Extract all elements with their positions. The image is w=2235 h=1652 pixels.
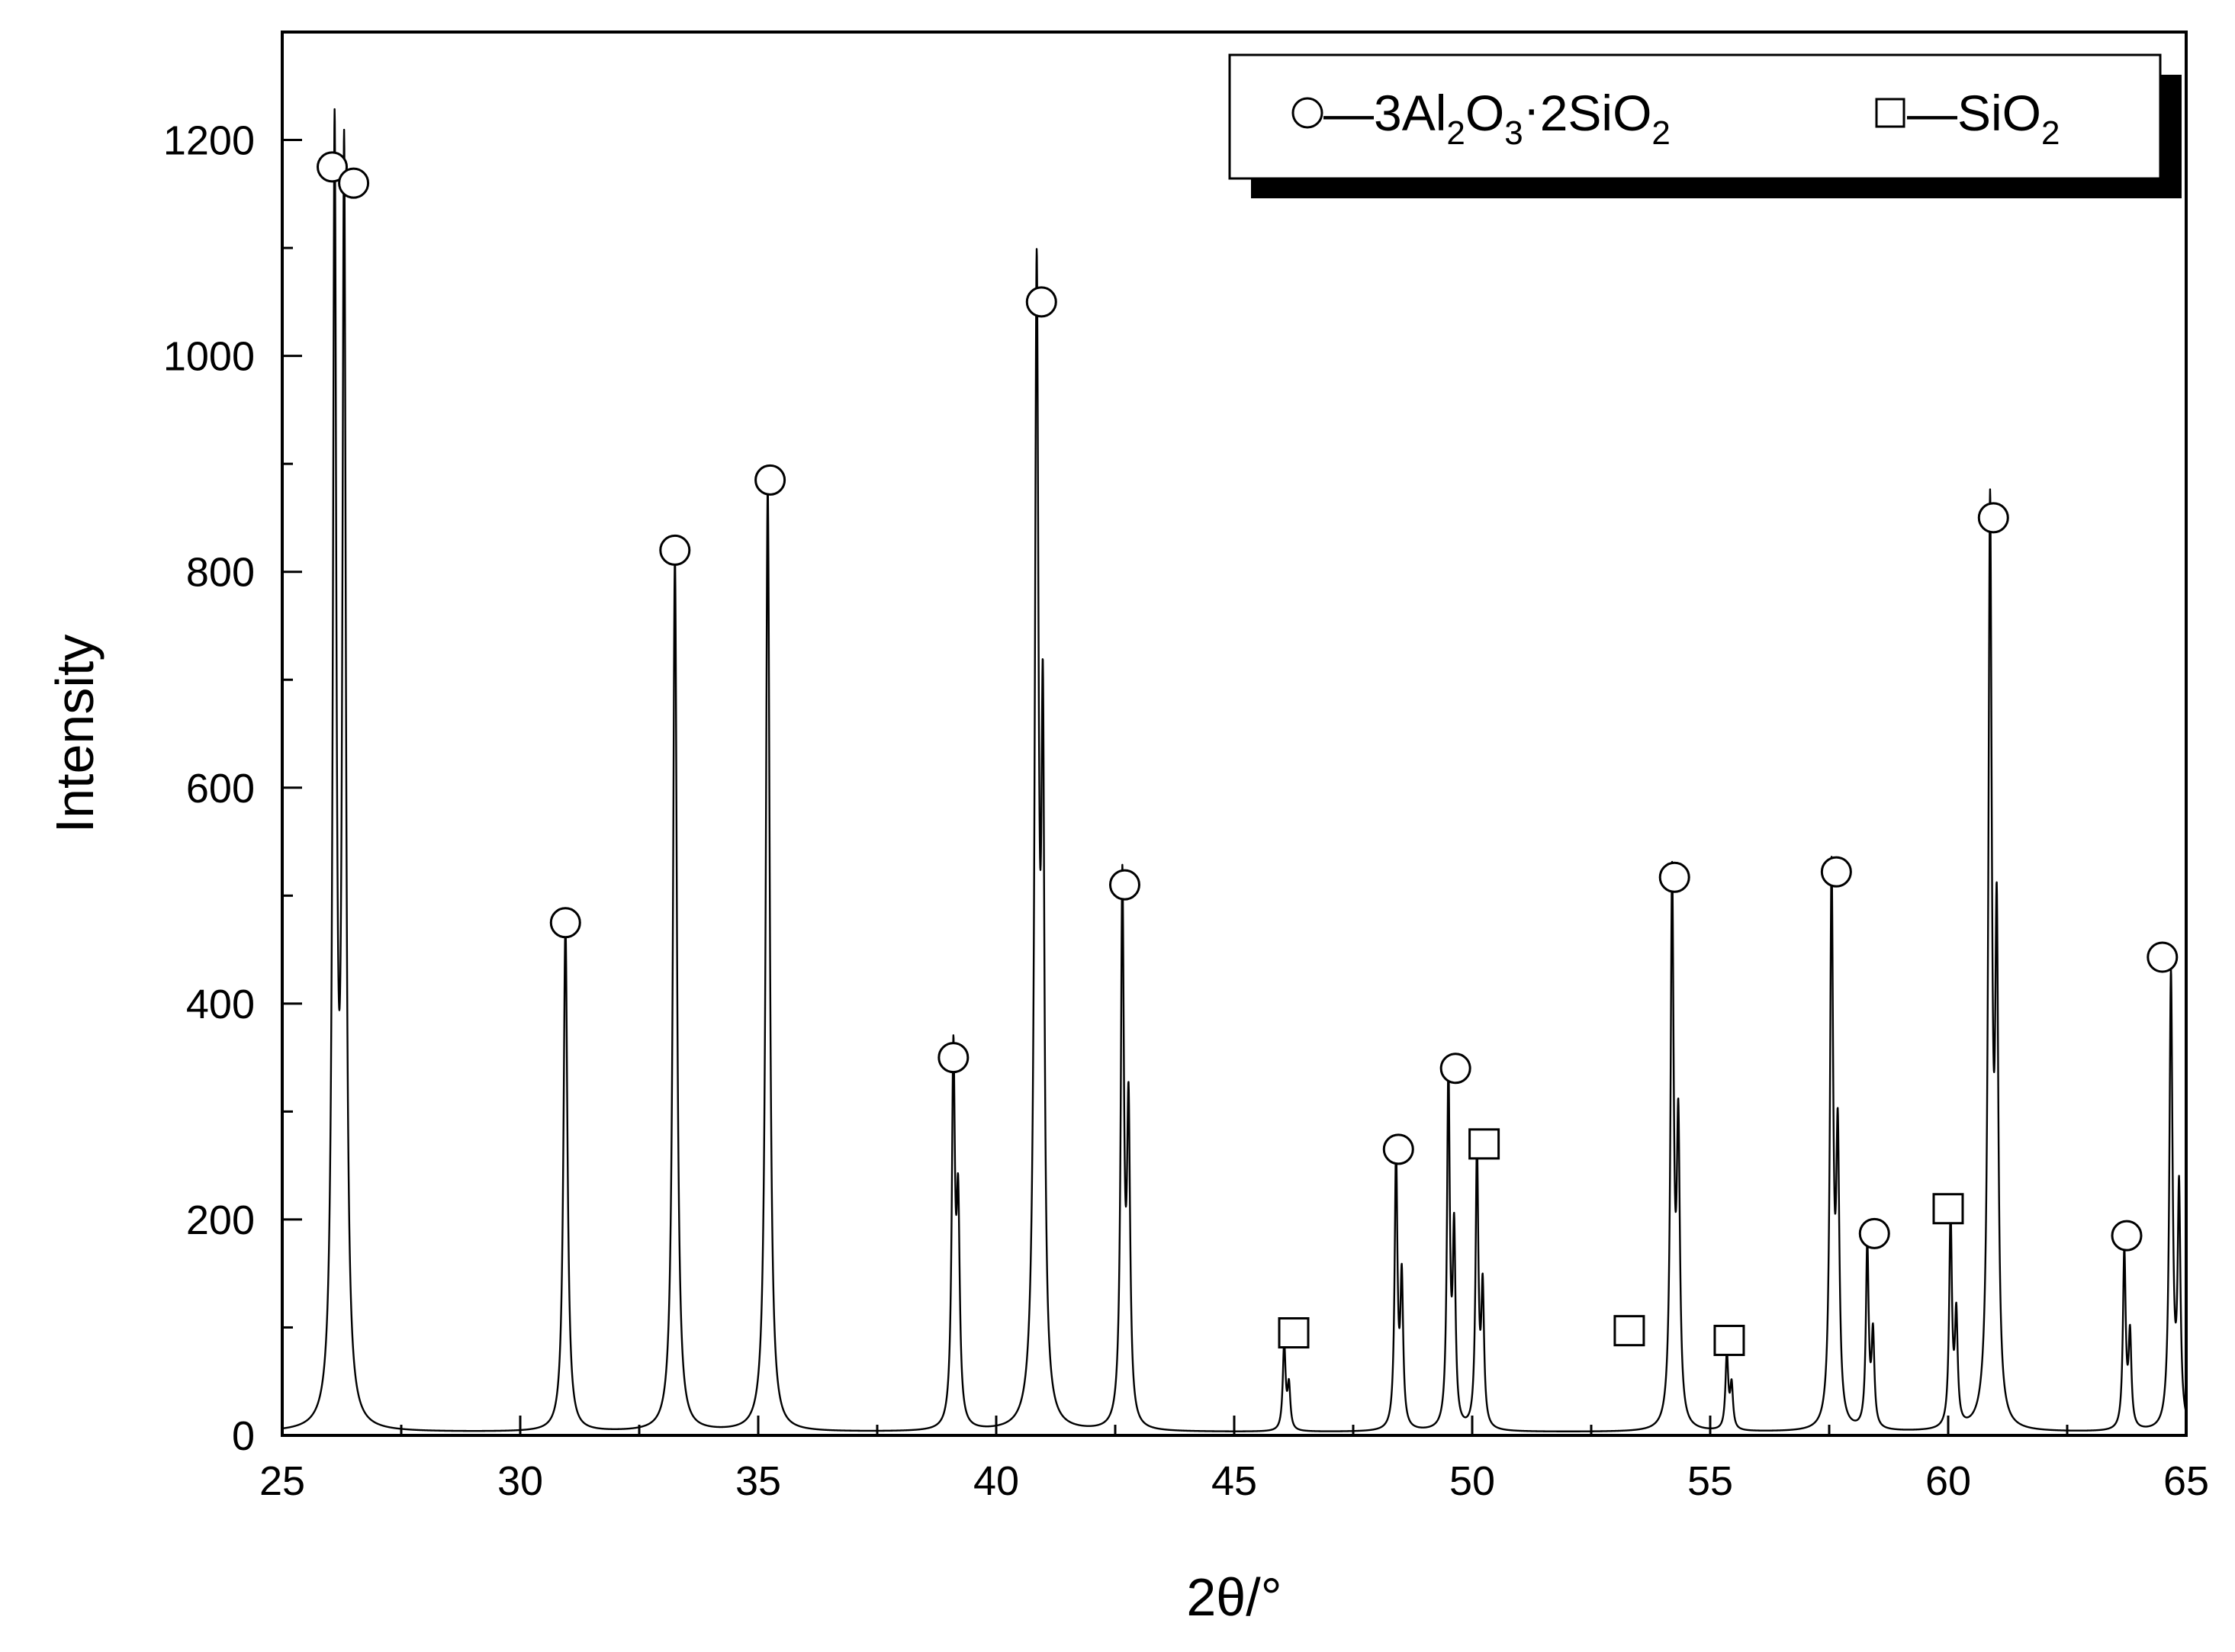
x-tick-label: 55 — [1687, 1458, 1733, 1504]
silica-peak-square-icon — [1278, 1317, 1310, 1349]
mullite-peak-circle-icon — [2111, 1220, 2143, 1252]
x-tick-label: 25 — [259, 1458, 305, 1504]
x-tick-label: 35 — [735, 1458, 781, 1504]
y-tick-label: 1000 — [163, 334, 255, 380]
mullite-peak-circle-icon — [338, 167, 370, 199]
mullite-peak-circle-icon — [1858, 1217, 1890, 1249]
legend-mullite-label: —3Al2O3·2SiO2 — [1323, 80, 1671, 152]
mullite-peak-circle-icon — [754, 464, 786, 496]
mullite-peak-circle-icon — [1439, 1053, 1471, 1085]
x-tick-label: 65 — [2163, 1458, 2209, 1504]
tick-labels: 25 30 35 40 45 50 55 60 65 0 200 400 600 800 1000 1200 — [163, 118, 2209, 1504]
legend-box — [1228, 53, 2162, 180]
mullite-peak-circle-icon — [1658, 861, 1690, 893]
mullite-peak-circle-icon — [1977, 502, 2009, 534]
plot-frame — [281, 31, 2188, 1437]
x-tick-label: 40 — [973, 1458, 1019, 1504]
y-tick-label: 0 — [232, 1413, 255, 1459]
legend: —3Al2O3·2SiO2 —SiO2 — [1228, 53, 2182, 198]
mullite-peak-circle-icon — [317, 151, 349, 183]
mullite-peak-circle-icon — [549, 907, 581, 939]
silica-peak-square-icon — [1713, 1324, 1745, 1356]
xrd-pattern-line — [281, 108, 2188, 1432]
legend-mullite-circle-icon — [1291, 97, 1323, 129]
mullite-peak-circle-icon — [2147, 941, 2179, 973]
legend-silica-label: —SiO2 — [1907, 85, 2060, 152]
mullite-peak-circle-icon — [1382, 1133, 1414, 1165]
y-tick-label: 1200 — [163, 118, 255, 164]
peak-markers — [317, 151, 2179, 1356]
y-tick-label: 200 — [186, 1197, 255, 1243]
mullite-peak-circle-icon — [659, 534, 691, 566]
x-tick-label: 50 — [1449, 1458, 1495, 1504]
silica-peak-square-icon — [1468, 1128, 1500, 1160]
y-tick-label: 600 — [186, 766, 255, 812]
x-tick-label: 45 — [1211, 1458, 1257, 1504]
mullite-peak-circle-icon — [1108, 869, 1140, 901]
mullite-peak-circle-icon — [1025, 286, 1057, 318]
silica-peak-square-icon — [1932, 1193, 1964, 1225]
mullite-peak-circle-icon — [1820, 856, 1852, 888]
mullite-peak-circle-icon — [937, 1042, 970, 1074]
x-tick-label: 30 — [497, 1458, 543, 1504]
y-axis-title: Intensity — [45, 635, 105, 834]
y-tick-label: 800 — [186, 550, 255, 596]
y-tick-label: 400 — [186, 982, 255, 1027]
x-tick-label: 60 — [1925, 1458, 1971, 1504]
silica-peak-square-icon — [1613, 1315, 1645, 1347]
x-axis-title: 2θ/° — [1186, 1567, 1282, 1627]
legend-silica-square-icon — [1875, 98, 1905, 128]
